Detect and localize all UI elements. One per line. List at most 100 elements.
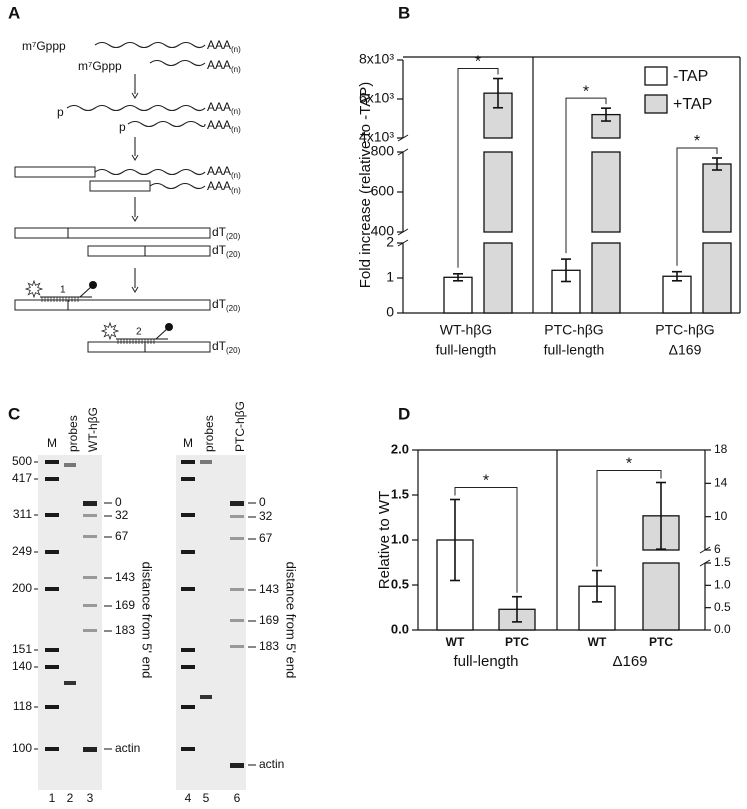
y-tick-label: 4x10³: [359, 129, 394, 145]
position-label: 32: [115, 508, 129, 522]
strand-end-label: dT(20): [212, 225, 241, 241]
marker-band: [181, 513, 195, 517]
probe-tag: [89, 281, 97, 289]
position-label: 183: [259, 639, 279, 653]
x-tick-label: WT-hβG: [440, 322, 492, 338]
y-tick-label: 0.5: [391, 576, 409, 591]
marker-band: [181, 747, 195, 751]
strand-end-label: dT(20): [212, 297, 241, 313]
marker-band: [181, 477, 195, 481]
marker-label: 417: [12, 471, 32, 485]
marker-band: [181, 587, 195, 591]
marker-band: [45, 705, 59, 709]
marker-band: [45, 550, 59, 554]
position-label: 183: [115, 623, 135, 637]
mrna-strand: [149, 182, 206, 190]
gel: [38, 455, 102, 790]
sample-band: [83, 514, 97, 517]
mrna-strand: [66, 104, 206, 112]
marker-label: 100: [12, 741, 32, 755]
sample-band: [83, 535, 97, 538]
significance-label: *: [483, 473, 489, 490]
significance-label: *: [694, 133, 700, 150]
label-base: dT: [212, 225, 227, 239]
legend-swatch: [644, 94, 668, 114]
sample-band: [83, 501, 97, 506]
probe-tail: [79, 285, 93, 298]
label-subscript: (n): [231, 125, 241, 134]
y2-tick-label: 14: [714, 476, 728, 490]
mrna-strand: [149, 59, 206, 67]
axis-label: distance from 5' end: [284, 562, 299, 679]
strand-end-label: AAA(n): [207, 164, 241, 180]
y-tick-label: 1: [386, 269, 394, 285]
significance-label: *: [626, 456, 632, 473]
lane-label: M: [47, 436, 57, 450]
sample-band: [83, 747, 97, 752]
label-base: AAA: [207, 38, 231, 52]
marker-band: [181, 648, 195, 652]
label-subscript: (20): [226, 232, 241, 241]
label-subscript: (n): [231, 186, 241, 195]
sample-band: [230, 588, 244, 591]
cdna-box: [14, 299, 211, 311]
position-label: actin: [115, 741, 140, 755]
y-tick-label: 0.0: [391, 621, 409, 636]
panel-label: A: [8, 3, 20, 22]
sample-band: [230, 537, 244, 540]
y-tick-label: 600: [371, 183, 395, 199]
label-subscript: (n): [231, 45, 241, 54]
significance-bracket: [565, 97, 607, 254]
marker-band: [45, 460, 59, 464]
cdna-box: [87, 245, 211, 257]
marker-band: [181, 550, 195, 554]
cap-label: m⁷Gppp: [78, 59, 122, 73]
label-base: AAA: [207, 164, 231, 178]
marker-band: [45, 747, 59, 751]
lane-number: 4: [185, 791, 192, 805]
probe-band: [200, 460, 212, 464]
significance-label: *: [583, 83, 589, 100]
marker-label: 249: [12, 544, 32, 558]
bar: [662, 275, 692, 314]
y2-tick-label: 18: [714, 442, 728, 456]
y-tick-label: 400: [371, 223, 395, 239]
sample-band: [230, 763, 244, 768]
lane-number: 3: [87, 791, 94, 805]
y-axis-label: Relative to WT: [376, 491, 393, 589]
label-base: dT: [212, 243, 227, 257]
y-tick-label: 8x10³: [359, 51, 394, 67]
phosphate-label: p: [119, 120, 126, 134]
lane-label: probes: [202, 415, 216, 452]
x-tick-label: full-length: [544, 342, 605, 358]
significance-bracket: [454, 487, 518, 593]
bar: [483, 151, 513, 233]
strand-end-label: dT(20): [212, 243, 241, 259]
y-tick-label: 800: [371, 143, 395, 159]
marker-band: [45, 513, 59, 517]
arrow-head: [131, 286, 139, 293]
probe-tail: [155, 327, 169, 340]
sample-band: [230, 619, 244, 622]
radiolabel: [24, 279, 44, 299]
label-base: AAA: [207, 58, 231, 72]
cdna-box: [87, 341, 211, 353]
strand-end-label: AAA(n): [207, 100, 241, 116]
y-tick-label: 6x10³: [359, 90, 394, 106]
probe-tag: [165, 323, 173, 331]
strand-end-label: dT(20): [212, 339, 241, 355]
x-tick-label: PTC-hβG: [544, 322, 603, 338]
x-tick-label: WT: [446, 635, 465, 649]
marker-band: [45, 587, 59, 591]
marker-label: 118: [13, 699, 32, 713]
strand-end-label: AAA(n): [207, 58, 241, 74]
y-tick-label: 2: [386, 234, 394, 250]
label-base: dT: [212, 297, 227, 311]
marker-band: [45, 477, 59, 481]
bar: [591, 151, 621, 233]
panel-label: B: [398, 3, 410, 22]
marker-band: [181, 665, 195, 669]
bar: [591, 242, 621, 314]
legend-label: -TAP: [673, 68, 708, 85]
probe-band: [200, 695, 212, 699]
